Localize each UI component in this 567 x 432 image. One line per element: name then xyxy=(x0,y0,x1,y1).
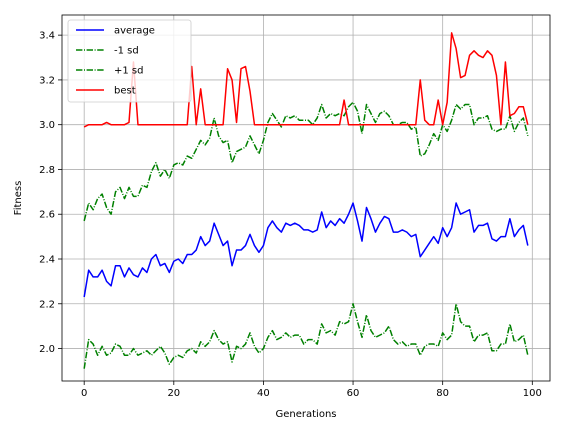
series-line-1 xyxy=(83,303,529,369)
grid xyxy=(62,15,550,381)
y-tick-label: 3.0 xyxy=(39,120,55,131)
y-tick-label: 2.2 xyxy=(39,299,55,310)
plot-frame xyxy=(61,14,551,382)
series-line-2 xyxy=(83,101,529,222)
y-tick-label: 3.2 xyxy=(39,75,55,86)
legend-label: -1 sd xyxy=(114,46,139,57)
y-tick-label: 3.4 xyxy=(39,31,55,42)
legend-item: +1 sd xyxy=(76,66,143,77)
y-tick-label: 2.4 xyxy=(39,255,55,266)
x-axis-label: Generations xyxy=(276,409,337,420)
legend-box xyxy=(67,19,192,103)
axis-ticks: 0 20 40 60 80 100 2.0 2.2 2.4 2.6 2.8 3.0 3.2 3.4 xyxy=(39,31,542,399)
x-tick-label: 20 xyxy=(167,388,180,399)
legend-item: average xyxy=(76,26,155,37)
y-tick-label: 2.8 xyxy=(39,165,55,176)
series-line-0 xyxy=(83,202,529,298)
x-tick-label: 60 xyxy=(347,388,360,399)
y-tick-label: 2.6 xyxy=(39,210,55,221)
legend-item: -1 sd xyxy=(76,46,139,57)
x-tick-label: 0 xyxy=(81,388,87,399)
legend-label: average xyxy=(114,26,155,37)
x-tick-label: 100 xyxy=(523,388,542,399)
series-lines xyxy=(83,32,529,369)
x-tick-label: 40 xyxy=(257,388,270,399)
legend-item: best xyxy=(76,86,136,97)
y-axis-label: Fitness xyxy=(13,181,24,216)
legend-label: best xyxy=(114,86,136,97)
legend-label: +1 sd xyxy=(114,66,143,77)
series-line-3 xyxy=(83,32,529,128)
legend: average -1 sd +1 sd best xyxy=(67,19,192,103)
y-tick-label: 2.0 xyxy=(39,344,55,355)
x-tick-label: 80 xyxy=(436,388,449,399)
